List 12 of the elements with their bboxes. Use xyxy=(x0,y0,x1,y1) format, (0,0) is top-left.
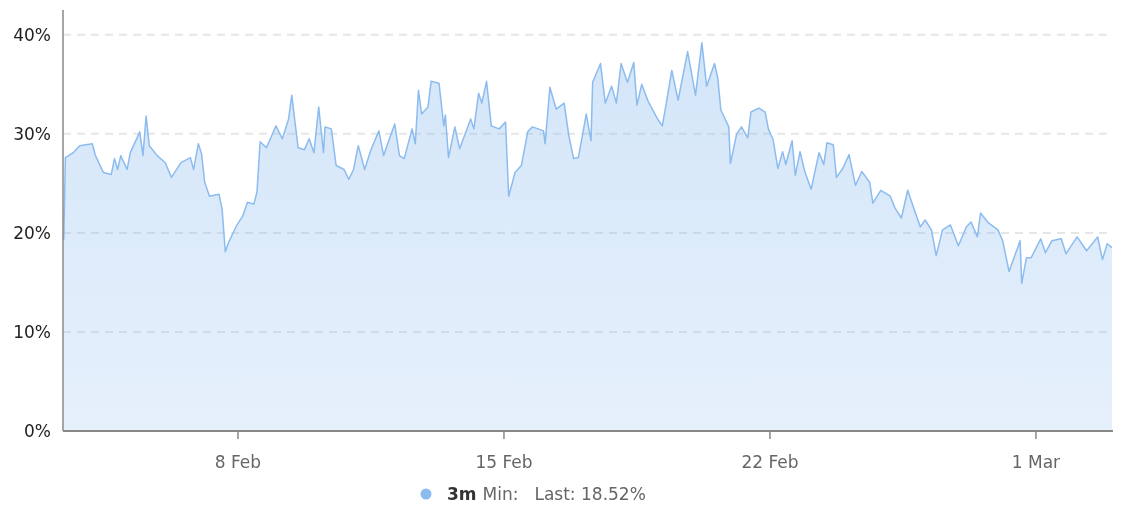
x-tick-label: 1 Mar xyxy=(1011,452,1061,472)
legend-label: 3m xyxy=(447,484,477,504)
y-tick-label: 40% xyxy=(13,24,51,45)
y-tick-label: 0% xyxy=(24,420,51,441)
y-tick-label: 20% xyxy=(13,222,51,243)
y-tick-label: 30% xyxy=(13,123,51,144)
x-tick-label: 15 Feb xyxy=(475,452,533,472)
text: Min: xyxy=(482,484,519,504)
text: Last: 18.52% xyxy=(534,484,646,504)
y-tick-label: 10% xyxy=(13,321,51,342)
x-tick-label: 22 Feb xyxy=(741,452,799,472)
x-tick-label: 8 Feb xyxy=(214,452,262,472)
